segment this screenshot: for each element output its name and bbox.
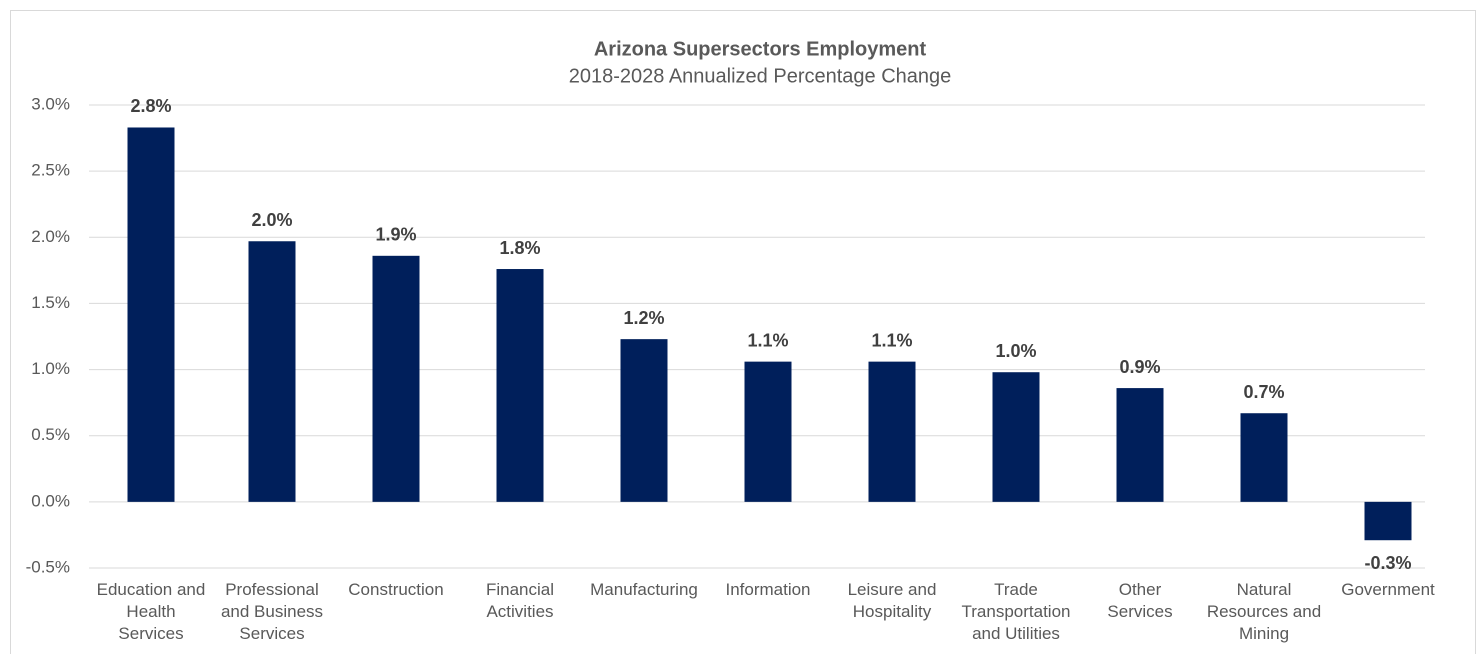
x-tick-label: Other Services — [1107, 580, 1172, 621]
x-tick-label: Natural Resources and Mining — [1207, 580, 1321, 643]
data-label: 2.0% — [251, 210, 292, 230]
bar — [992, 372, 1040, 502]
bar — [127, 127, 175, 502]
bar — [1364, 501, 1412, 541]
data-label: 1.8% — [499, 238, 540, 258]
chart-title: Arizona Supersectors Employment — [594, 38, 927, 60]
y-tick-label: 3.0% — [31, 94, 70, 113]
y-tick-label: 1.0% — [31, 359, 70, 378]
bar — [1240, 413, 1288, 502]
y-tick-label: 0.5% — [31, 425, 70, 444]
x-tick-label: Government — [1341, 580, 1435, 599]
bar — [868, 361, 916, 502]
x-tick-label: Manufacturing — [590, 580, 698, 599]
bar — [372, 255, 420, 502]
y-tick-label: 0.0% — [31, 491, 70, 510]
y-tick-label: 2.0% — [31, 227, 70, 246]
bar — [620, 339, 668, 502]
y-tick-label: 2.5% — [31, 161, 70, 180]
data-label: 0.9% — [1119, 357, 1160, 377]
y-tick-label: -0.5% — [26, 557, 70, 576]
y-tick-label: 1.5% — [31, 293, 70, 312]
x-tick-label: Trade Transportation and Utilities — [962, 580, 1071, 643]
x-tick-label: Leisure and Hospitality — [848, 580, 937, 621]
data-label: 1.2% — [623, 308, 664, 328]
x-tick-label: Education and Health Services — [97, 580, 206, 643]
x-tick-label: Financial Activities — [486, 580, 554, 621]
data-label: 0.7% — [1243, 382, 1284, 402]
data-label: 1.0% — [995, 341, 1036, 361]
bar — [1116, 388, 1164, 502]
data-label: 1.1% — [871, 330, 912, 350]
x-tick-label: Professional and Business Services — [221, 580, 323, 643]
data-label: 1.1% — [747, 330, 788, 350]
chart-subtitle: 2018-2028 Annualized Percentage Change — [569, 65, 952, 87]
data-label: 2.8% — [130, 96, 171, 116]
x-tick-label: Construction — [348, 580, 443, 599]
bar — [248, 241, 296, 502]
data-label: -0.3% — [1364, 553, 1411, 573]
bar — [496, 269, 544, 502]
chart-frame — [10, 10, 1476, 654]
bar — [744, 361, 792, 502]
x-tick-label: Information — [725, 580, 810, 599]
data-label: 1.9% — [375, 225, 416, 245]
